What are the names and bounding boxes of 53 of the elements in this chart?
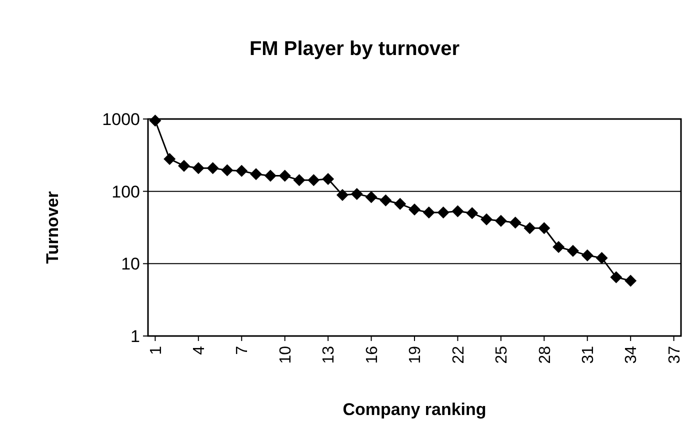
x-tick-label: 22 [450, 346, 468, 364]
point [206, 162, 219, 174]
x-tick-label: 16 [364, 346, 381, 364]
point [466, 207, 478, 220]
x-tick-label: 13 [320, 346, 338, 364]
chart-title: FM Player by turnover [249, 38, 460, 60]
point [380, 194, 392, 206]
point [610, 271, 622, 284]
x-tick-label: 10 [277, 346, 294, 364]
point [422, 206, 435, 218]
x-tick-label: 34 [623, 346, 640, 364]
point [480, 213, 493, 226]
y-tick-label: 100 [112, 182, 140, 202]
point [452, 205, 464, 218]
y-tick-label: 1000 [102, 110, 140, 129]
point [293, 174, 306, 186]
point [524, 222, 536, 234]
point [408, 204, 420, 216]
x-axis-title: Company ranking [342, 400, 486, 419]
x-tick-label: 25 [494, 346, 511, 364]
x-tick-label: 4 [191, 346, 208, 355]
point [221, 164, 234, 176]
point [308, 174, 320, 186]
x-tick-label: 28 [536, 346, 554, 364]
point [538, 222, 550, 234]
point [149, 114, 162, 127]
x-tick-label: 7 [234, 346, 252, 355]
point [264, 170, 276, 182]
point [437, 206, 450, 218]
point [250, 168, 262, 180]
point [336, 188, 348, 201]
point [278, 170, 291, 182]
point [350, 188, 363, 200]
point [566, 244, 579, 257]
point [322, 173, 334, 186]
point [192, 162, 204, 174]
point [552, 241, 565, 253]
y-tick-label: 10 [121, 254, 140, 274]
x-tick-label: 1 [148, 346, 165, 355]
x-tick-label: 19 [407, 346, 424, 364]
point [365, 191, 378, 204]
point [596, 252, 608, 264]
point [236, 164, 248, 177]
point [624, 274, 637, 287]
point [494, 214, 507, 227]
point [509, 216, 522, 229]
point [394, 198, 406, 210]
x-tick-label: 37 [666, 346, 684, 364]
point [164, 152, 176, 165]
y-axis-title: Turnover [43, 190, 62, 264]
point [581, 249, 594, 262]
x-tick-label: 31 [580, 346, 597, 364]
point [178, 160, 190, 172]
